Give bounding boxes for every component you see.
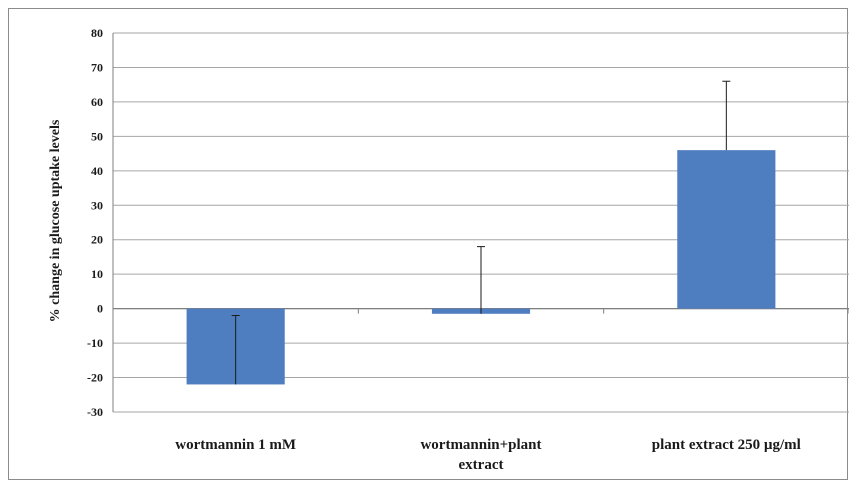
y-tick-label: -10 (87, 336, 103, 350)
error-bars (231, 80, 731, 385)
y-tick-label: -20 (87, 371, 103, 385)
y-tick-label: -30 (87, 405, 103, 419)
x-category-label: wortmannin+plant (420, 437, 541, 453)
y-axis-title: % change in glucose uptake levels (48, 119, 63, 322)
y-tick-label: 10 (91, 267, 103, 281)
y-tick-label: 40 (91, 164, 103, 178)
x-category-label: plant extract 250 µg/ml (652, 437, 801, 453)
y-tick-label: 60 (91, 95, 103, 109)
x-category-labels: wortmannin 1 mM wortmannin+plant extract pl… (175, 437, 801, 473)
chart-frame: -30 -20 -10 0 10 20 30 40 50 60 70 80 wortmannin 1 … (8, 8, 849, 480)
y-tick-label: 30 (91, 198, 103, 212)
y-tick-label: 50 (91, 129, 103, 143)
bar (677, 150, 776, 309)
y-tick-label: 20 (91, 233, 103, 247)
y-tick-label: 80 (91, 26, 103, 40)
y-tick-labels: -30 -20 -10 0 10 20 30 40 50 60 70 80 (87, 26, 103, 419)
y-tick-label: 0 (97, 302, 103, 316)
y-tick-label: 70 (91, 60, 103, 74)
x-category-label: wortmannin 1 mM (175, 437, 296, 453)
x-category-label: extract (459, 457, 504, 473)
bar-chart: -30 -20 -10 0 10 20 30 40 50 60 70 80 wortmannin 1 … (48, 26, 849, 473)
